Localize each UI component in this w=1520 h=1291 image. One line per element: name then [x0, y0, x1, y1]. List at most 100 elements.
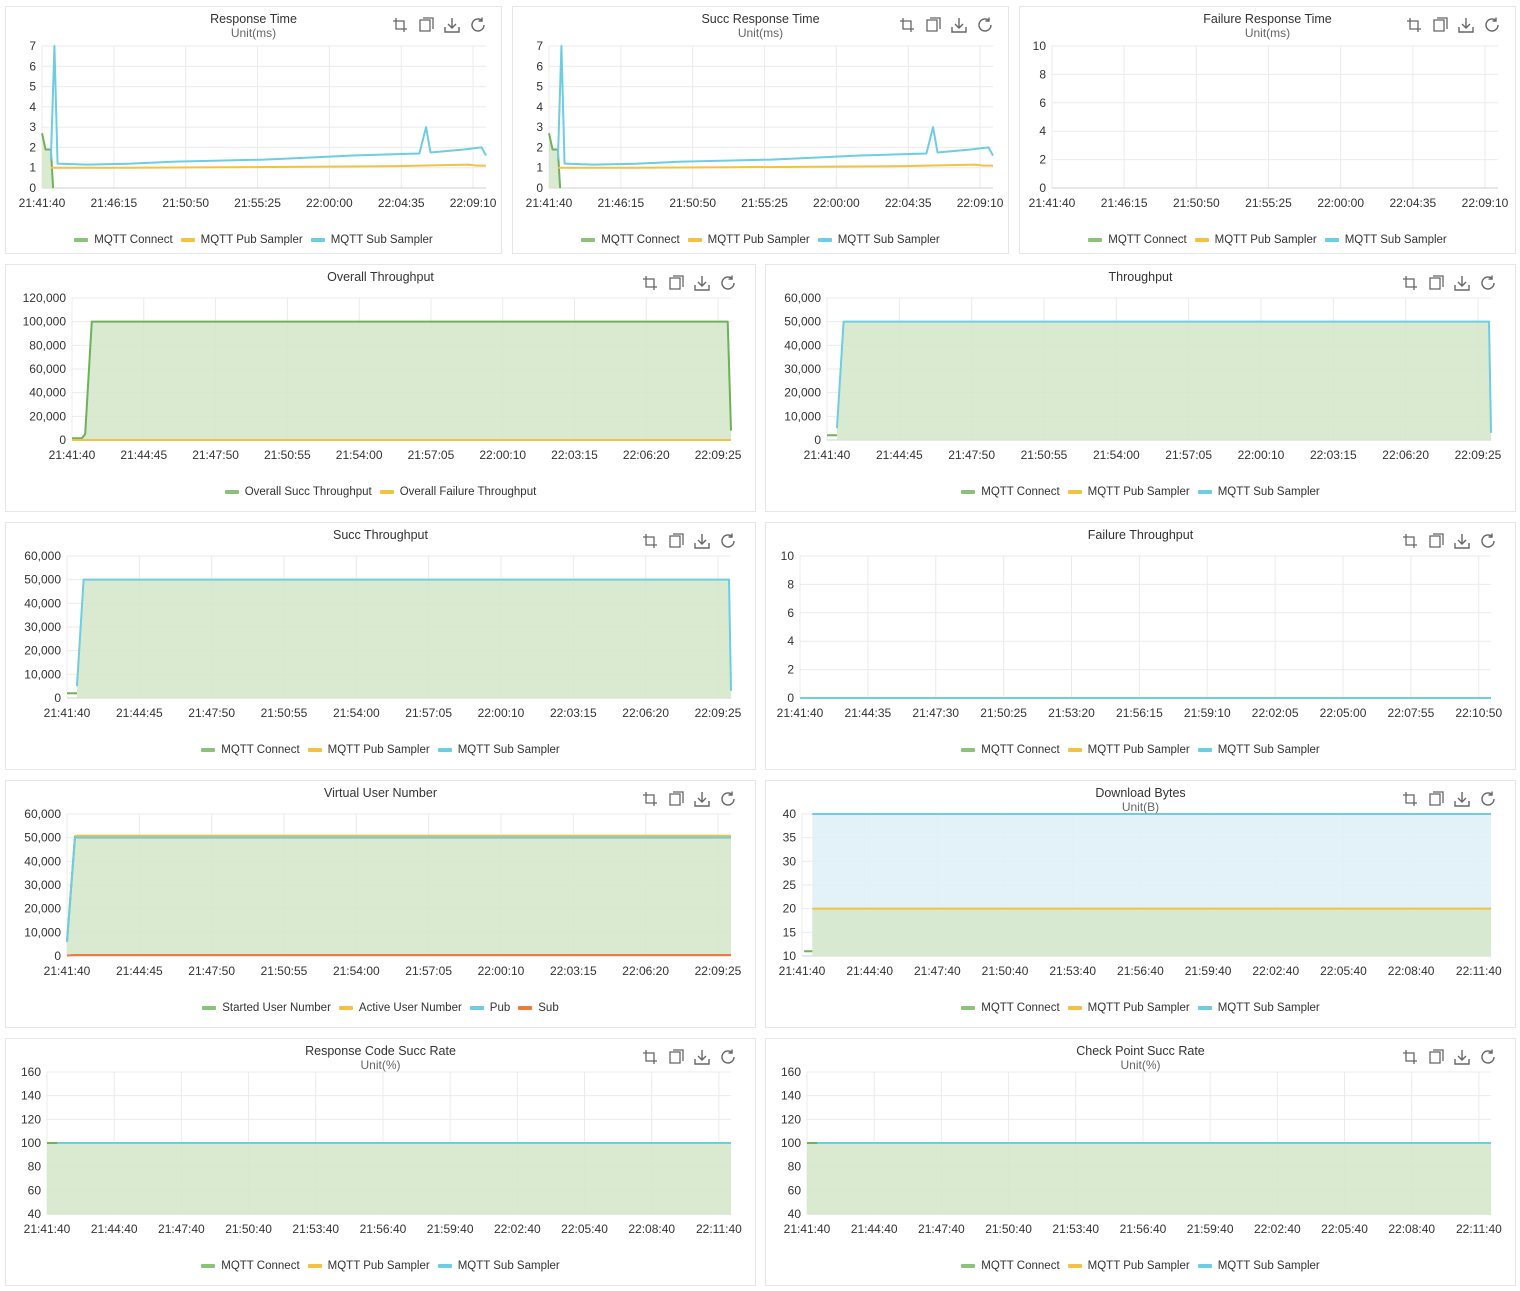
legend-item-mqtt-sub-sampler[interactable]: MQTT Sub Sampler	[437, 744, 560, 756]
zoom-icon[interactable]	[1405, 16, 1423, 34]
zoom-icon[interactable]	[641, 1048, 659, 1066]
legend-item-pub[interactable]: Pub	[469, 1002, 510, 1014]
legend-item-mqtt-pub-sampler[interactable]: MQTT Pub Sampler	[307, 744, 430, 756]
legend-item-mqtt-pub-sampler[interactable]: MQTT Pub Sampler	[1194, 234, 1317, 246]
zoom-reset-icon[interactable]	[1427, 790, 1445, 808]
series-line-mqtt-sub-sampler[interactable]	[835, 320, 1492, 433]
restore-icon[interactable]	[1479, 532, 1497, 550]
y-tick-label: 10	[1033, 39, 1047, 53]
zoom-icon[interactable]	[1401, 790, 1419, 808]
series-line-mqtt-connect[interactable]	[548, 133, 562, 189]
series-line-mqtt-pub-sampler[interactable]	[50, 163, 486, 169]
restore-icon[interactable]	[719, 790, 737, 808]
legend-swatch	[1088, 238, 1103, 242]
legend-item-mqtt-pub-sampler[interactable]: MQTT Pub Sampler	[1067, 1260, 1190, 1272]
legend-item-mqtt-pub-sampler[interactable]: MQTT Pub Sampler	[307, 1260, 430, 1272]
legend-item-mqtt-connect[interactable]: MQTT Connect	[961, 1002, 1060, 1014]
zoom-reset-icon[interactable]	[667, 1048, 685, 1066]
legend-item-mqtt-connect[interactable]: MQTT Connect	[961, 744, 1060, 756]
legend-item-overall-succ-throughput[interactable]: Overall Succ Throughput	[224, 486, 372, 498]
legend-item-mqtt-sub-sampler[interactable]: MQTT Sub Sampler	[1197, 744, 1320, 756]
legend-item-mqtt-sub-sampler[interactable]: MQTT Sub Sampler	[310, 234, 433, 246]
x-tick-label: 21:56:40	[1120, 1222, 1167, 1236]
restore-icon[interactable]	[719, 1048, 737, 1066]
legend-item-mqtt-connect[interactable]: MQTT Connect	[581, 234, 680, 246]
restore-icon[interactable]	[469, 16, 487, 34]
legend-item-mqtt-sub-sampler[interactable]: MQTT Sub Sampler	[1197, 1260, 1320, 1272]
legend-item-mqtt-connect[interactable]: MQTT Connect	[961, 486, 1060, 498]
download-icon[interactable]	[1453, 1048, 1471, 1066]
y-tick-label: 2	[787, 663, 794, 677]
download-icon[interactable]	[1453, 532, 1471, 550]
zoom-reset-icon[interactable]	[1427, 532, 1445, 550]
zoom-reset-icon[interactable]	[667, 790, 685, 808]
series-line-mqtt-connect[interactable]	[41, 133, 55, 189]
legend-item-mqtt-sub-sampler[interactable]: MQTT Sub Sampler	[437, 1260, 560, 1272]
y-tick-label: 3	[29, 120, 36, 134]
zoom-icon[interactable]	[1401, 532, 1419, 550]
restore-icon[interactable]	[1479, 1048, 1497, 1066]
legend-label: Overall Failure Throughput	[399, 486, 537, 498]
download-icon[interactable]	[1453, 790, 1471, 808]
y-tick-label: 6	[536, 59, 543, 73]
zoom-reset-icon[interactable]	[924, 16, 942, 34]
x-tick-label: 21:44:45	[116, 964, 163, 978]
series-line-pub[interactable]	[66, 836, 731, 942]
series-line-mqtt-sub-sampler[interactable]	[49, 45, 487, 166]
restore-icon[interactable]	[1479, 790, 1497, 808]
download-icon[interactable]	[693, 274, 711, 292]
chart-title: Download Bytes	[1095, 786, 1186, 800]
download-icon[interactable]	[950, 16, 968, 34]
legend-item-mqtt-sub-sampler[interactable]: MQTT Sub Sampler	[817, 234, 940, 246]
download-icon[interactable]	[1457, 16, 1475, 34]
legend-item-started-user-number[interactable]: Started User Number	[202, 1002, 331, 1014]
legend-item-mqtt-sub-sampler[interactable]: MQTT Sub Sampler	[1197, 486, 1320, 498]
legend-item-mqtt-connect[interactable]: MQTT Connect	[201, 1260, 300, 1272]
zoom-icon[interactable]	[1401, 274, 1419, 292]
series-line-mqtt-pub-sampler[interactable]	[557, 163, 993, 169]
zoom-icon[interactable]	[1401, 1048, 1419, 1066]
legend-item-mqtt-sub-sampler[interactable]: MQTT Sub Sampler	[1197, 1002, 1320, 1014]
zoom-icon[interactable]	[391, 16, 409, 34]
legend-item-sub[interactable]: Sub	[518, 1002, 559, 1014]
zoom-reset-icon[interactable]	[1427, 274, 1445, 292]
zoom-reset-icon[interactable]	[417, 16, 435, 34]
legend-item-mqtt-sub-sampler[interactable]: MQTT Sub Sampler	[1324, 234, 1447, 246]
x-tick-label: 22:00:10	[478, 964, 525, 978]
legend-item-active-user-number[interactable]: Active User Number	[338, 1002, 462, 1014]
series-line-overall-succ-throughput[interactable]	[72, 320, 732, 440]
legend-item-overall-failure-throughput[interactable]: Overall Failure Throughput	[379, 486, 537, 498]
legend-item-mqtt-pub-sampler[interactable]: MQTT Pub Sampler	[1067, 744, 1190, 756]
legend-item-mqtt-pub-sampler[interactable]: MQTT Pub Sampler	[180, 234, 303, 246]
restore-icon[interactable]	[719, 532, 737, 550]
series-line-mqtt-sub-sampler[interactable]	[556, 45, 994, 166]
legend-item-mqtt-pub-sampler[interactable]: MQTT Pub Sampler	[687, 234, 810, 246]
zoom-icon[interactable]	[641, 790, 659, 808]
restore-icon[interactable]	[1483, 16, 1501, 34]
restore-icon[interactable]	[719, 274, 737, 292]
download-icon[interactable]	[1453, 274, 1471, 292]
download-icon[interactable]	[443, 16, 461, 34]
download-icon[interactable]	[693, 790, 711, 808]
legend-item-mqtt-connect[interactable]: MQTT Connect	[961, 1260, 1060, 1272]
legend-item-mqtt-connect[interactable]: MQTT Connect	[1088, 234, 1187, 246]
legend-item-mqtt-pub-sampler[interactable]: MQTT Pub Sampler	[1067, 486, 1190, 498]
download-icon[interactable]	[693, 532, 711, 550]
restore-icon[interactable]	[976, 16, 994, 34]
zoom-reset-icon[interactable]	[667, 274, 685, 292]
legend-label: MQTT Connect	[1108, 234, 1187, 246]
zoom-reset-icon[interactable]	[1427, 1048, 1445, 1066]
zoom-icon[interactable]	[641, 532, 659, 550]
restore-icon[interactable]	[1479, 274, 1497, 292]
zoom-icon[interactable]	[641, 274, 659, 292]
x-tick-label: 22:09:25	[695, 706, 742, 720]
legend-item-mqtt-connect[interactable]: MQTT Connect	[74, 234, 173, 246]
zoom-icon[interactable]	[898, 16, 916, 34]
zoom-reset-icon[interactable]	[667, 532, 685, 550]
series-line-mqtt-sub-sampler[interactable]	[75, 578, 732, 691]
legend-item-mqtt-connect[interactable]: MQTT Connect	[201, 744, 300, 756]
legend-item-mqtt-pub-sampler[interactable]: MQTT Pub Sampler	[1067, 1002, 1190, 1014]
legend-swatch	[202, 1006, 217, 1010]
zoom-reset-icon[interactable]	[1431, 16, 1449, 34]
download-icon[interactable]	[693, 1048, 711, 1066]
